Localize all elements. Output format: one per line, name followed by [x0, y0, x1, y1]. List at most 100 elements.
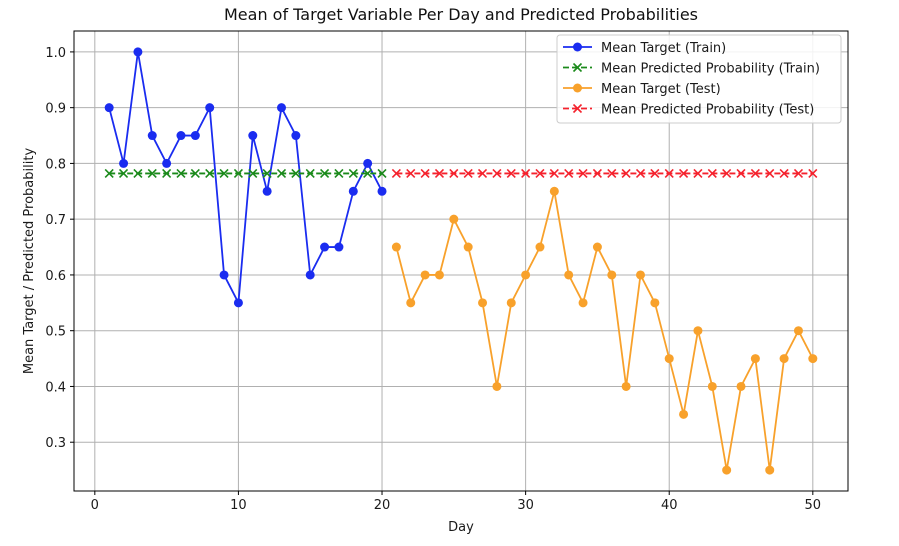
data-point — [434, 270, 444, 280]
y-tick-label: 0.4 — [45, 380, 66, 395]
data-point — [478, 298, 488, 308]
data-point — [119, 158, 129, 168]
x-axis-label: Day — [448, 520, 474, 535]
data-point — [506, 168, 516, 179]
legend-entry: Mean Predicted Probability (Test) — [563, 103, 814, 118]
legend-entry: Mean Predicted Probability (Train) — [563, 62, 820, 77]
data-point — [205, 168, 215, 179]
data-point — [147, 168, 157, 179]
data-point — [492, 168, 502, 179]
x-tick-label: 40 — [661, 498, 678, 513]
data-point — [736, 381, 746, 391]
data-point — [650, 168, 660, 179]
data-point — [793, 168, 804, 179]
data-point — [377, 168, 387, 179]
data-point — [363, 168, 373, 179]
data-point — [262, 168, 272, 179]
data-point — [808, 354, 818, 364]
data-point — [420, 168, 430, 179]
data-point — [664, 168, 674, 179]
data-point — [291, 168, 301, 179]
data-point — [291, 131, 301, 141]
data-point — [391, 168, 401, 179]
plot-frame — [73, 30, 849, 492]
data-point — [535, 168, 545, 179]
y-tick-label: 0.6 — [45, 269, 66, 284]
data-point — [506, 298, 516, 308]
data-point — [449, 168, 459, 179]
data-point — [707, 381, 717, 391]
x-tick-label: 0 — [91, 498, 99, 513]
y-axis-ticks: 0.3 0.4 0.5 0.6 0.7 0.8 0.9 1.0 — [45, 46, 74, 451]
data-point — [650, 298, 660, 308]
x-tick-label: 20 — [374, 498, 391, 513]
data-point — [420, 270, 430, 280]
data-point — [750, 168, 760, 179]
data-point — [808, 168, 818, 179]
data-point — [765, 168, 775, 179]
x-tick-label: 50 — [805, 498, 822, 513]
data-point — [607, 270, 617, 280]
data-point — [779, 168, 789, 179]
data-point — [793, 326, 803, 336]
data-point — [449, 214, 459, 224]
data-point — [334, 168, 344, 179]
x-tick-label: 10 — [230, 498, 247, 513]
data-point — [320, 168, 330, 179]
legend-marker — [573, 83, 582, 93]
data-point — [262, 186, 272, 196]
y-tick-label: 0.5 — [45, 325, 66, 340]
data-point — [233, 168, 243, 179]
data-point — [233, 298, 243, 308]
y-tick-label: 0.9 — [45, 102, 66, 117]
data-point — [535, 242, 545, 252]
data-point — [621, 381, 631, 391]
y-axis-label: Mean Target / Predicted Probability — [22, 148, 37, 375]
data-point — [133, 47, 143, 57]
data-point — [348, 186, 358, 196]
data-point — [679, 409, 689, 419]
y-tick-label: 0.8 — [45, 157, 66, 172]
data-point — [406, 168, 416, 179]
data-point — [463, 168, 473, 179]
x-tick-label: 30 — [517, 498, 534, 513]
legend-label: Mean Target (Train) — [601, 41, 726, 56]
data-point — [248, 131, 258, 141]
data-point — [118, 168, 129, 179]
series-layer — [104, 47, 818, 475]
y-tick-label: 1.0 — [45, 46, 66, 61]
data-point — [607, 168, 617, 179]
data-point — [664, 354, 674, 364]
data-point — [147, 131, 157, 141]
series-0 — [104, 47, 387, 308]
data-point — [305, 270, 315, 280]
data-point — [521, 168, 531, 179]
legend-label: Mean Predicted Probability (Test) — [601, 103, 814, 118]
data-point — [434, 168, 445, 179]
legend: Mean Target (Train) Mean Predicted Probab… — [556, 34, 842, 124]
data-point — [133, 168, 143, 179]
data-point — [190, 168, 200, 179]
data-point — [248, 168, 258, 179]
data-point — [679, 168, 689, 179]
data-point — [334, 242, 344, 252]
legend-label: Mean Predicted Probability (Train) — [601, 62, 820, 77]
data-point — [190, 131, 200, 141]
data-point — [693, 326, 703, 336]
data-point — [219, 168, 229, 179]
data-point — [592, 242, 602, 252]
data-point — [277, 103, 287, 113]
data-point — [176, 168, 186, 179]
data-point — [621, 168, 631, 179]
legend-marker — [572, 103, 583, 114]
y-tick-label: 0.7 — [45, 213, 66, 228]
data-point — [406, 298, 416, 308]
data-point — [722, 465, 732, 475]
data-point — [578, 298, 588, 308]
data-point — [320, 242, 330, 252]
chart-title: Mean of Target Variable Per Day and Pred… — [224, 5, 698, 24]
series-line — [108, 51, 383, 307]
data-point — [578, 168, 588, 179]
data-point — [104, 168, 114, 179]
